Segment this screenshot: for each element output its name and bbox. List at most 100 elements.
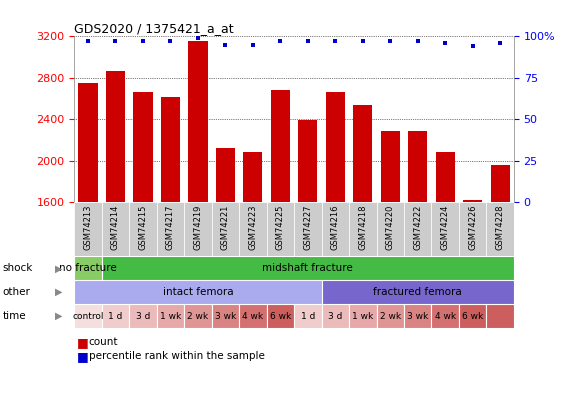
- Bar: [408, 131, 427, 202]
- Bar: [294, 304, 321, 328]
- Point: [413, 38, 423, 45]
- Text: percentile rank within the sample: percentile rank within the sample: [89, 352, 264, 361]
- Text: ■: ■: [77, 336, 89, 349]
- Text: GSM74224: GSM74224: [441, 205, 450, 250]
- Bar: [404, 304, 432, 328]
- Text: ▶: ▶: [55, 263, 63, 273]
- Text: ■: ■: [77, 350, 89, 363]
- Point: [358, 38, 367, 45]
- Bar: [486, 304, 514, 328]
- Text: 3 d: 3 d: [328, 311, 343, 321]
- Bar: [459, 304, 486, 328]
- Text: fractured femora: fractured femora: [373, 287, 462, 297]
- Text: 3 wk: 3 wk: [215, 311, 236, 321]
- Point: [111, 38, 120, 45]
- Bar: [349, 304, 376, 328]
- Text: no fracture: no fracture: [59, 263, 117, 273]
- Bar: [349, 202, 376, 256]
- Text: 2 wk: 2 wk: [187, 311, 208, 321]
- Bar: [325, 92, 345, 202]
- Bar: [78, 83, 98, 202]
- Text: control: control: [72, 311, 104, 321]
- Bar: [74, 304, 102, 328]
- Text: GSM74222: GSM74222: [413, 205, 422, 250]
- Bar: [133, 92, 152, 202]
- Text: 4 wk: 4 wk: [435, 311, 456, 321]
- Text: intact femora: intact femora: [163, 287, 233, 297]
- Bar: [490, 165, 510, 202]
- Point: [496, 40, 505, 46]
- Point: [331, 38, 340, 45]
- Text: GSM74213: GSM74213: [83, 205, 93, 250]
- Text: GSM74218: GSM74218: [358, 205, 367, 250]
- Bar: [184, 304, 212, 328]
- Bar: [212, 202, 239, 256]
- Bar: [243, 152, 263, 202]
- Point: [276, 38, 285, 45]
- Bar: [376, 202, 404, 256]
- Bar: [156, 304, 184, 328]
- Text: ▶: ▶: [55, 287, 63, 297]
- Text: GSM74214: GSM74214: [111, 205, 120, 250]
- Text: 1 wk: 1 wk: [352, 311, 373, 321]
- Point: [83, 38, 93, 45]
- Text: 1 wk: 1 wk: [160, 311, 181, 321]
- Text: 6 wk: 6 wk: [462, 311, 483, 321]
- Text: shock: shock: [3, 263, 33, 273]
- Point: [385, 38, 395, 45]
- Bar: [74, 202, 102, 256]
- Bar: [321, 280, 514, 304]
- Text: 6 wk: 6 wk: [270, 311, 291, 321]
- Bar: [376, 304, 404, 328]
- Point: [166, 38, 175, 45]
- Text: other: other: [3, 287, 31, 297]
- Bar: [129, 202, 156, 256]
- Bar: [216, 148, 235, 202]
- Text: GSM74228: GSM74228: [496, 205, 505, 250]
- Bar: [161, 96, 180, 202]
- Bar: [156, 202, 184, 256]
- Bar: [294, 202, 321, 256]
- Bar: [432, 202, 459, 256]
- Text: GSM74225: GSM74225: [276, 205, 285, 250]
- Text: GSM74221: GSM74221: [221, 205, 230, 250]
- Bar: [404, 202, 432, 256]
- Text: 1 d: 1 d: [300, 311, 315, 321]
- Bar: [432, 304, 459, 328]
- Bar: [381, 131, 400, 202]
- Text: GDS2020 / 1375421_a_at: GDS2020 / 1375421_a_at: [74, 22, 234, 35]
- Text: GSM74217: GSM74217: [166, 205, 175, 250]
- Text: 1 d: 1 d: [108, 311, 123, 321]
- Bar: [102, 202, 129, 256]
- Bar: [267, 304, 294, 328]
- Text: 3 d: 3 d: [136, 311, 150, 321]
- Bar: [463, 200, 482, 202]
- Bar: [74, 256, 102, 280]
- Bar: [321, 304, 349, 328]
- Text: 2 wk: 2 wk: [380, 311, 401, 321]
- Point: [248, 41, 258, 48]
- Bar: [184, 202, 212, 256]
- Text: GSM74220: GSM74220: [386, 205, 395, 250]
- Bar: [459, 202, 486, 256]
- Point: [468, 43, 477, 50]
- Text: count: count: [89, 337, 118, 347]
- Bar: [102, 304, 129, 328]
- Bar: [74, 280, 321, 304]
- Point: [138, 38, 147, 45]
- Bar: [106, 70, 125, 202]
- Bar: [353, 105, 372, 202]
- Point: [441, 40, 450, 46]
- Bar: [212, 304, 239, 328]
- Point: [194, 35, 203, 41]
- Bar: [271, 90, 290, 202]
- Text: 3 wk: 3 wk: [407, 311, 428, 321]
- Text: GSM74216: GSM74216: [331, 205, 340, 250]
- Text: midshaft fracture: midshaft fracture: [263, 263, 353, 273]
- Text: 4 wk: 4 wk: [242, 311, 263, 321]
- Text: GSM74215: GSM74215: [138, 205, 147, 250]
- Text: GSM74219: GSM74219: [194, 205, 202, 250]
- Bar: [239, 304, 267, 328]
- Bar: [129, 304, 156, 328]
- Bar: [298, 120, 317, 202]
